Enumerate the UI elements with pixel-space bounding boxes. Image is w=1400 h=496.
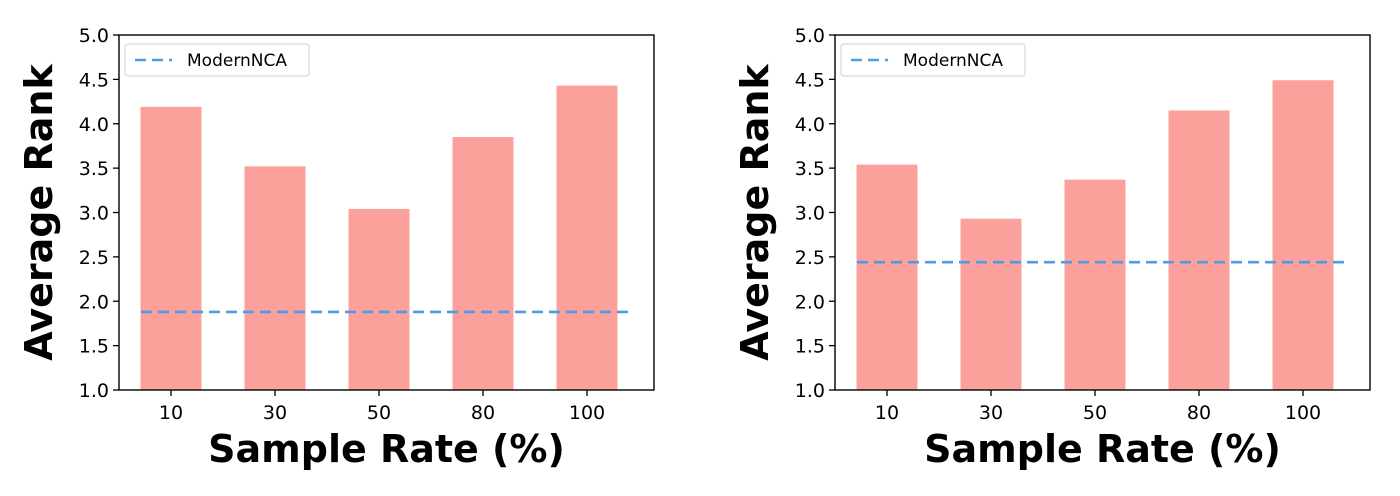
x-tick-label: 10 xyxy=(875,402,899,424)
bar-50 xyxy=(1064,179,1126,390)
y-tick-label: 1.5 xyxy=(795,336,825,358)
legend-box xyxy=(840,43,1026,77)
bar-80 xyxy=(1168,110,1230,390)
x-tick-label: 30 xyxy=(263,402,287,424)
legend: ModernNCA xyxy=(124,43,310,77)
x-tick-label: 30 xyxy=(979,402,1003,424)
x-tick-label: 50 xyxy=(1083,402,1107,424)
legend-label: ModernNCA xyxy=(903,51,1003,71)
bar-50 xyxy=(348,208,410,390)
bar-80 xyxy=(452,137,514,390)
y-tick-label: 3.5 xyxy=(795,158,825,180)
y-tick-label: 3.0 xyxy=(795,203,825,225)
bar-30 xyxy=(960,218,1022,390)
y-tick-label: 4.0 xyxy=(79,114,109,136)
x-axis-label: Sample Rate (%) xyxy=(924,427,1281,471)
y-tick-label: 1.0 xyxy=(79,380,109,402)
chart-panel-1: 1.0 1.5 2.0 2.5 3.0 3.5 4.0 4.5 5.0 10 30 50 80 100Sa… xyxy=(17,25,655,471)
x-axis-label: Sample Rate (%) xyxy=(208,427,565,471)
y-tick-label: 2.5 xyxy=(795,247,825,269)
y-tick-label: 5.0 xyxy=(795,25,825,47)
bar-10 xyxy=(140,106,202,390)
y-tick-label: 4.0 xyxy=(795,114,825,136)
y-tick-label: 1.0 xyxy=(795,380,825,402)
y-tick-label: 2.5 xyxy=(79,247,109,269)
y-tick-label: 3.5 xyxy=(79,158,109,180)
x-tick-label: 50 xyxy=(367,402,391,424)
x-tick-label: 100 xyxy=(1285,402,1321,424)
legend: ModernNCA xyxy=(840,43,1026,77)
y-tick-label: 4.5 xyxy=(79,69,109,91)
legend-label: ModernNCA xyxy=(187,51,287,71)
bar-100 xyxy=(556,85,618,391)
y-tick-label: 1.5 xyxy=(79,336,109,358)
x-tick-label: 100 xyxy=(569,402,605,424)
x-tick-label: 80 xyxy=(471,402,495,424)
y-tick-label: 5.0 xyxy=(79,25,109,47)
chart-panel-2: 1.0 1.5 2.0 2.5 3.0 3.5 4.0 4.5 5.0 10 30 50 80 100Sa… xyxy=(733,25,1371,471)
y-tick-label: 3.0 xyxy=(79,203,109,225)
legend-box xyxy=(124,43,310,77)
bar-100 xyxy=(1272,80,1334,390)
bar-10 xyxy=(856,164,918,390)
bar-30 xyxy=(244,166,306,390)
y-tick-label: 2.0 xyxy=(795,291,825,313)
y-axis-label: Average Rank xyxy=(17,64,61,361)
y-tick-label: 2.0 xyxy=(79,291,109,313)
y-axis-label: Average Rank xyxy=(733,64,777,361)
x-tick-label: 10 xyxy=(159,402,183,424)
y-tick-label: 4.5 xyxy=(795,69,825,91)
x-tick-label: 80 xyxy=(1187,402,1211,424)
